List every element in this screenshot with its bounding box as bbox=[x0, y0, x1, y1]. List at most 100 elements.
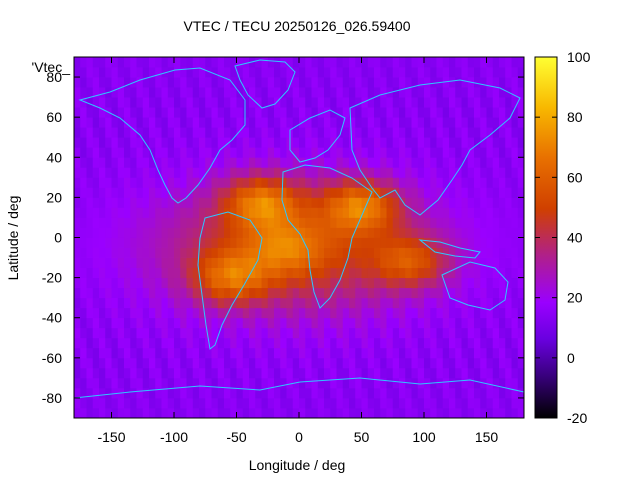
heatmap-cell bbox=[311, 257, 319, 268]
heatmap-cell bbox=[267, 67, 275, 78]
heatmap-cell bbox=[299, 217, 306, 228]
heatmap-cell bbox=[411, 107, 419, 118]
heatmap-cell bbox=[161, 157, 169, 168]
heatmap-cell bbox=[149, 167, 156, 178]
heatmap-cell bbox=[311, 357, 319, 369]
heatmap-cell bbox=[174, 237, 181, 248]
heatmap-cell bbox=[255, 157, 262, 168]
heatmap-cell bbox=[86, 317, 94, 329]
heatmap-cell bbox=[480, 167, 487, 178]
heatmap-cell bbox=[111, 237, 119, 248]
heatmap-cell bbox=[74, 107, 81, 118]
heatmap-cell bbox=[305, 167, 312, 178]
heatmap-cell bbox=[424, 357, 431, 369]
heatmap-cell bbox=[436, 397, 444, 409]
heatmap-cell bbox=[205, 277, 212, 289]
heatmap-cell bbox=[136, 117, 144, 128]
heatmap-cell bbox=[142, 267, 150, 279]
heatmap-cell bbox=[267, 177, 275, 188]
heatmap-cell bbox=[124, 237, 131, 248]
heatmap-cell bbox=[361, 137, 369, 148]
heatmap-cell bbox=[336, 57, 344, 68]
heatmap-cell bbox=[511, 377, 519, 389]
heatmap-cell bbox=[317, 407, 325, 419]
heatmap-cell bbox=[330, 237, 337, 248]
heatmap-cell bbox=[111, 407, 119, 419]
heatmap-cell bbox=[174, 357, 181, 369]
heatmap-cell bbox=[261, 127, 269, 138]
heatmap-cell bbox=[255, 377, 262, 389]
heatmap-cell bbox=[417, 327, 425, 339]
heatmap-cell bbox=[161, 187, 169, 198]
heatmap-cell bbox=[417, 387, 425, 399]
heatmap-cell bbox=[230, 397, 237, 409]
heatmap-cell bbox=[424, 127, 431, 138]
heatmap-cell bbox=[224, 227, 231, 238]
heatmap-cell bbox=[92, 87, 100, 98]
heatmap-cell bbox=[130, 357, 137, 369]
heatmap-cell bbox=[111, 187, 119, 198]
heatmap-cell bbox=[180, 317, 187, 329]
heatmap-cell bbox=[217, 167, 225, 178]
heatmap-cell bbox=[474, 57, 481, 68]
heatmap-cell bbox=[311, 117, 319, 128]
heatmap-cell bbox=[511, 347, 519, 359]
heatmap-cell bbox=[174, 217, 181, 228]
heatmap-cell bbox=[261, 67, 269, 78]
heatmap-cell bbox=[505, 217, 512, 228]
heatmap-cell bbox=[236, 237, 244, 248]
heatmap-cell bbox=[274, 307, 281, 319]
heatmap-cell bbox=[99, 147, 106, 158]
heatmap-cell bbox=[380, 177, 387, 188]
heatmap-cell bbox=[455, 237, 462, 248]
heatmap-cell bbox=[367, 167, 375, 178]
colorbar-tick-label: -20 bbox=[567, 410, 587, 426]
heatmap-cell bbox=[380, 307, 387, 319]
heatmap-cell bbox=[449, 257, 456, 268]
heatmap-cell bbox=[417, 377, 425, 389]
heatmap-cell bbox=[317, 317, 325, 329]
heatmap-cell bbox=[161, 257, 169, 268]
heatmap-cell bbox=[286, 277, 294, 289]
heatmap-cell bbox=[424, 347, 431, 359]
heatmap-cell bbox=[192, 257, 200, 268]
heatmap-cell bbox=[192, 77, 200, 88]
heatmap-cell bbox=[292, 297, 300, 309]
heatmap-cell bbox=[442, 327, 450, 339]
heatmap-cell bbox=[317, 277, 325, 289]
heatmap-cell bbox=[436, 227, 444, 238]
heatmap-cell bbox=[517, 307, 525, 319]
heatmap-cell bbox=[324, 67, 331, 78]
heatmap-cell bbox=[117, 377, 125, 389]
heatmap-cell bbox=[105, 227, 112, 238]
heatmap-cell bbox=[355, 277, 362, 289]
heatmap-cell bbox=[174, 247, 181, 258]
heatmap-cell bbox=[417, 167, 425, 178]
heatmap-cell bbox=[455, 77, 462, 88]
heatmap-cell bbox=[374, 387, 381, 399]
heatmap-cell bbox=[380, 317, 387, 329]
heatmap-cell bbox=[486, 247, 494, 258]
heatmap-cell bbox=[161, 137, 169, 148]
heatmap-cell bbox=[342, 77, 350, 88]
heatmap-cell bbox=[161, 87, 169, 98]
heatmap-cell bbox=[442, 277, 450, 289]
heatmap-cell bbox=[324, 307, 331, 319]
heatmap-cell bbox=[317, 327, 325, 339]
heatmap-cell bbox=[511, 277, 519, 289]
heatmap-cell bbox=[461, 67, 469, 78]
heatmap-cell bbox=[492, 397, 500, 409]
heatmap-cell bbox=[180, 287, 187, 299]
heatmap-cell bbox=[224, 257, 231, 268]
heatmap-cell bbox=[386, 77, 394, 88]
heatmap-cell bbox=[317, 397, 325, 409]
heatmap-cell bbox=[92, 107, 100, 118]
heatmap-cell bbox=[442, 167, 450, 178]
heatmap-cell bbox=[149, 237, 156, 248]
heatmap-cell bbox=[449, 397, 456, 409]
heatmap-cell bbox=[417, 397, 425, 409]
heatmap-cell bbox=[286, 227, 294, 238]
heatmap-cell bbox=[330, 347, 337, 359]
heatmap-cell bbox=[449, 327, 456, 339]
heatmap-cell bbox=[305, 367, 312, 379]
